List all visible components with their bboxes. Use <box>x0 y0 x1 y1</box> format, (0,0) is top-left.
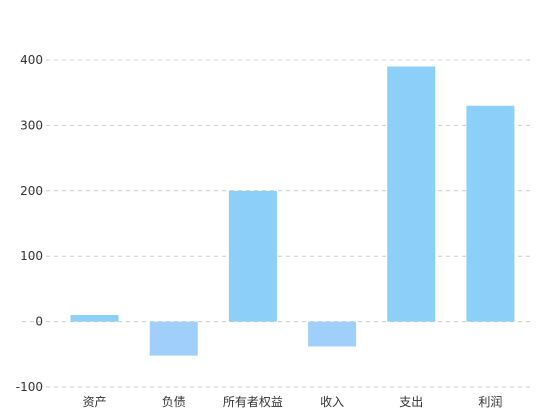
x-tick-label: 负债 <box>162 395 186 409</box>
x-tick-label: 资产 <box>83 395 107 409</box>
bar <box>149 321 198 356</box>
bar <box>466 105 515 322</box>
bars <box>70 66 515 356</box>
y-axis-ticks: -100 0 100 200 300 400 <box>16 53 43 394</box>
y-tick-label: 400 <box>20 53 43 67</box>
bar <box>308 321 357 347</box>
bar <box>228 190 277 322</box>
x-tick-label: 支出 <box>399 395 423 409</box>
x-tick-label: 收入 <box>320 395 344 409</box>
y-tick-label: 0 <box>35 315 43 329</box>
x-axis-ticks: 资产 负债 所有者权益 收入 支出 利润 <box>83 395 503 409</box>
bar <box>70 315 119 322</box>
y-tick-label: 100 <box>20 249 43 263</box>
y-tick-label: 300 <box>20 118 43 132</box>
x-tick-label: 所有者权益 <box>223 395 283 409</box>
y-tick-label: -100 <box>16 380 43 394</box>
y-tick-label: 200 <box>20 184 43 198</box>
x-tick-label: 利润 <box>478 395 502 409</box>
bar <box>387 66 436 322</box>
